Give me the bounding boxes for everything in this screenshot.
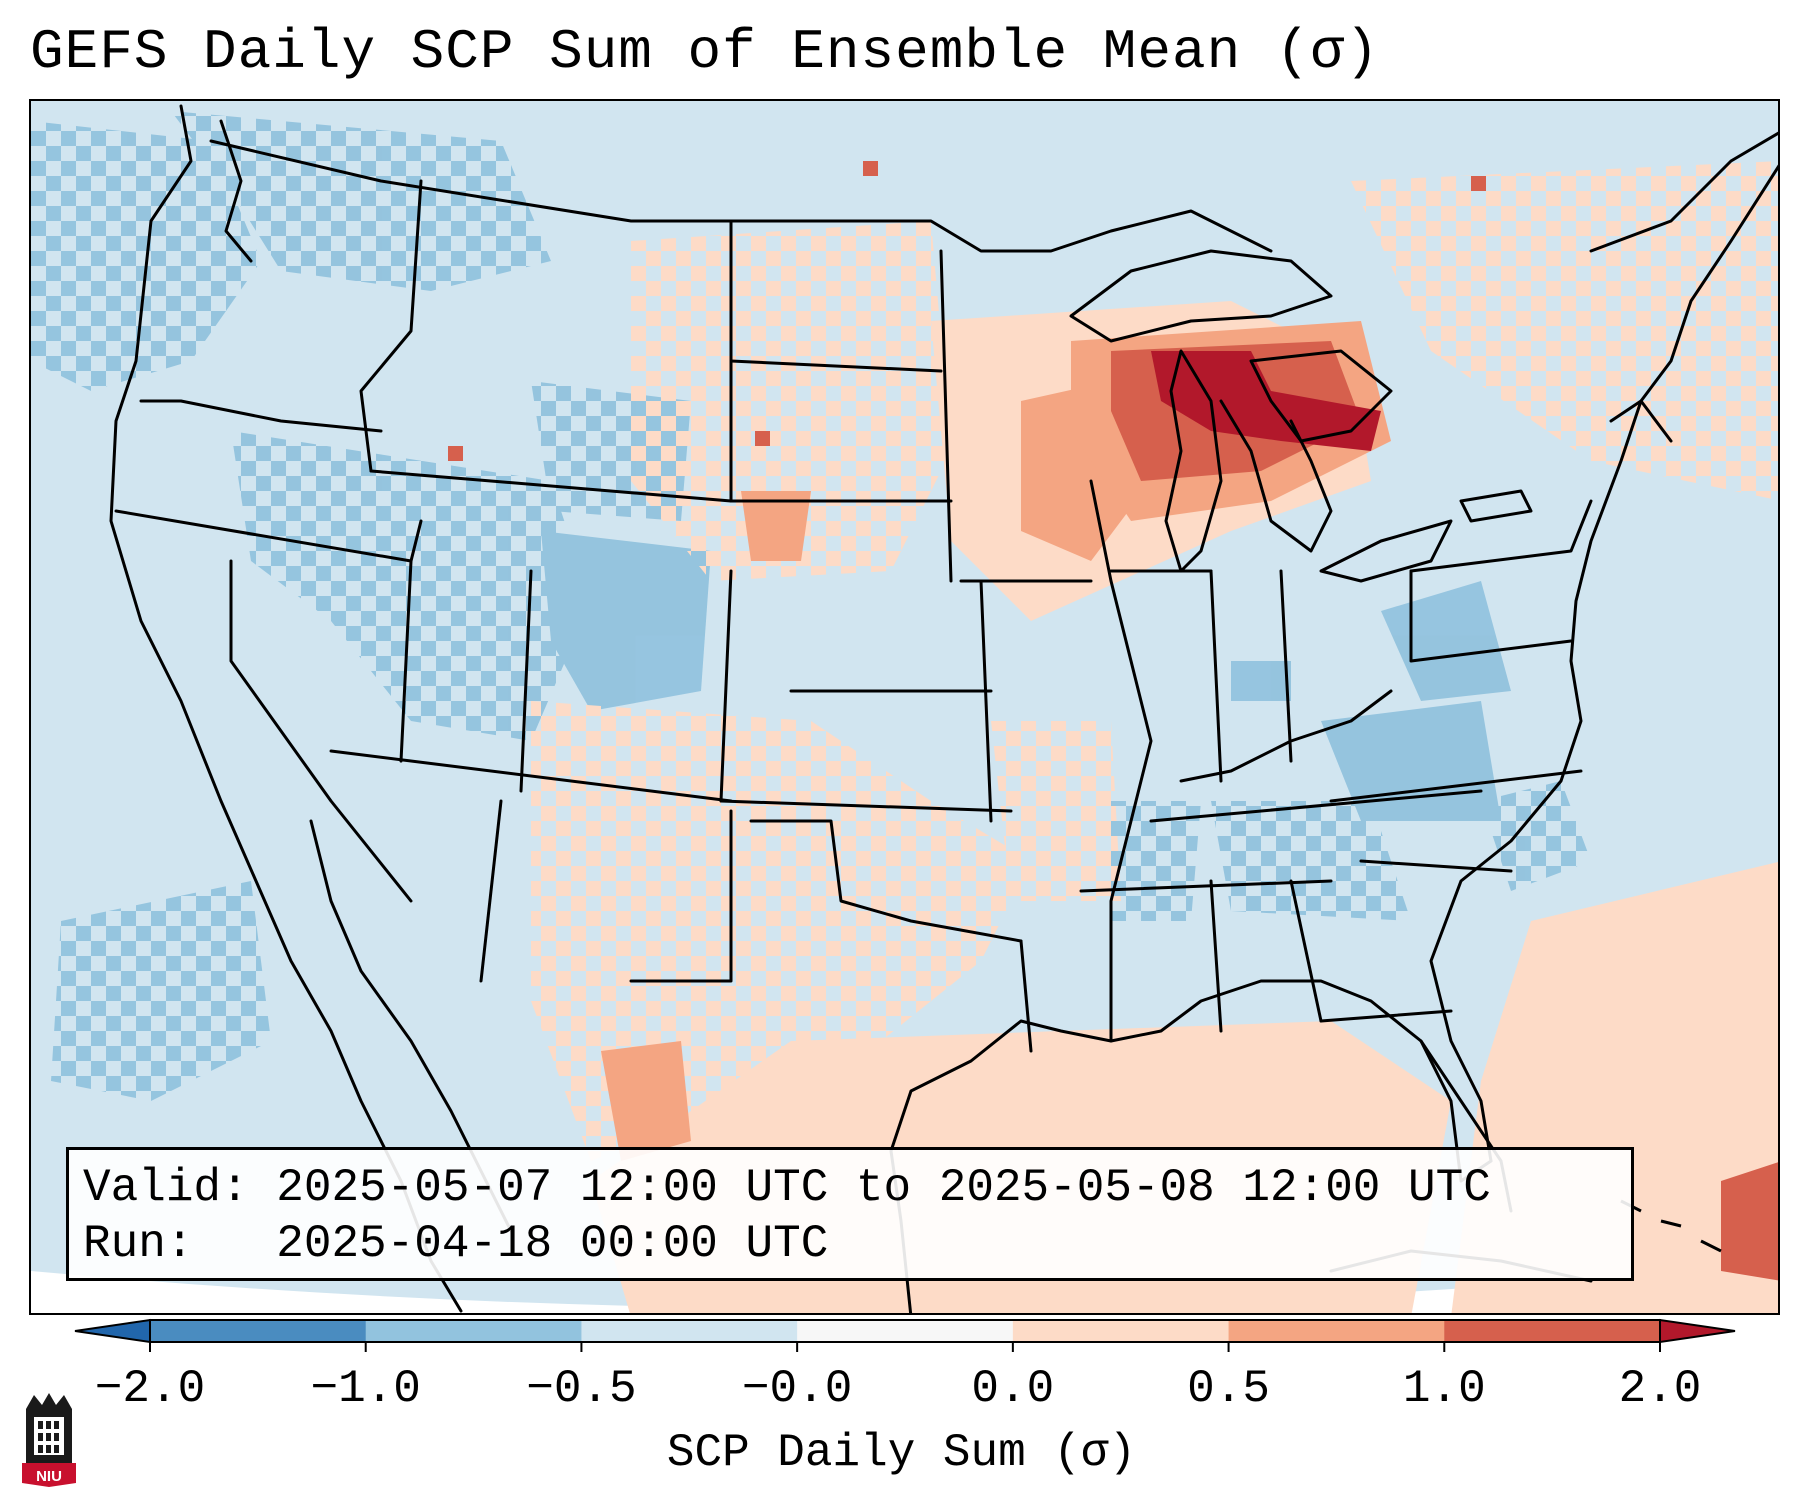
colorbar-low-extension <box>74 1318 151 1344</box>
valid-time-line: Valid: 2025-05-07 12:00 UTC to 2025-05-0… <box>83 1162 1491 1214</box>
state-line-ks-ok <box>719 799 1013 813</box>
anomaly-ontario-dot <box>1471 176 1486 191</box>
colorbar-segment <box>1012 1320 1230 1342</box>
anomaly-atlantic <box>1481 781 1591 891</box>
state-line-ohio-river <box>1179 689 1393 783</box>
state-line-ny <box>1409 499 1593 573</box>
anomaly-ontario <box>1351 161 1778 501</box>
colorbar-segments <box>150 1320 1661 1342</box>
us-canada-border <box>209 139 1273 253</box>
colorbar-tick-label: −1.0 <box>310 1363 421 1415</box>
state-line-ga-fl <box>1319 1009 1453 1023</box>
lake-erie <box>1319 519 1453 583</box>
lake-ontario <box>1459 489 1533 523</box>
anomaly-alabama <box>1111 801 1201 921</box>
map-canvas <box>31 101 1778 1313</box>
state-line-co-ks <box>719 569 733 803</box>
state-line-nv-ut <box>399 559 413 763</box>
anomaly-pacific-sw <box>51 881 271 1101</box>
anomaly-virginia <box>1381 581 1511 701</box>
anomaly-great-lakes-core <box>1151 351 1381 451</box>
anomaly-washington <box>171 111 551 291</box>
state-line-ut-co <box>519 569 533 793</box>
state-line-new-england <box>1609 399 1673 443</box>
colorbar-tick-label: −0.5 <box>526 1363 637 1415</box>
map-boundaries <box>109 104 1778 1313</box>
state-line-va-nc <box>1329 769 1583 803</box>
state-line-az-nm <box>479 799 503 983</box>
state-line-ks-mo <box>979 579 993 823</box>
anomaly-colorado <box>541 531 711 711</box>
anomaly-carolinas <box>1321 701 1501 821</box>
state-line-ms-river <box>1089 479 1153 1043</box>
anomaly-ohio-valley <box>1231 661 1291 701</box>
state-line-ca-nv <box>229 559 413 903</box>
colorbar-segment <box>797 1320 1014 1342</box>
colorbar-high-extension <box>1659 1318 1736 1344</box>
colorbar-segment <box>150 1320 367 1342</box>
state-line-ok-tx <box>749 819 1023 943</box>
colorbar-segment <box>365 1320 582 1342</box>
colorbar <box>74 1318 1736 1352</box>
state-line-ut-az <box>329 749 733 803</box>
colorbar-segment <box>1444 1320 1661 1342</box>
state-line-ms-al <box>1209 879 1223 1033</box>
colorbar-outline <box>149 1319 1661 1343</box>
state-line-wa-or <box>139 399 383 433</box>
lake-superior <box>1069 249 1333 343</box>
valid-time-box: Valid: 2025-05-07 12:00 UTC to 2025-05-0… <box>66 1147 1634 1281</box>
state-line-tn-al <box>1079 879 1333 893</box>
maritimes <box>1589 131 1778 253</box>
logo-banner <box>22 1463 76 1487</box>
state-line-il-in <box>1209 569 1223 783</box>
state-line-dakotas-mn <box>939 249 953 583</box>
colorbar-label: SCP Daily Sum (σ) <box>666 1427 1137 1479</box>
state-line-nm-tx <box>629 809 733 983</box>
colorbar-segment <box>581 1320 798 1342</box>
anomaly-kansas-dot <box>755 431 770 446</box>
state-line-mt-id <box>359 179 423 473</box>
niu-logo <box>22 1393 76 1487</box>
colorbar-tick-label: −0.0 <box>741 1363 853 1415</box>
state-line-nc-sc <box>1359 859 1513 873</box>
state-line-pa <box>1409 569 1573 663</box>
west-coast <box>109 104 463 1313</box>
colorbar-ticks <box>149 1342 1661 1352</box>
anomaly-nebraska <box>741 491 811 561</box>
colorbar-tick-label: 1.0 <box>1402 1363 1486 1415</box>
anomaly-gulf-strong <box>601 1041 691 1161</box>
run-time-line: Run: 2025-04-18 00:00 UTC <box>83 1218 829 1270</box>
state-line-mt-wy <box>369 469 733 503</box>
puget-sound <box>219 119 253 263</box>
colorbar-tick-label: 0.5 <box>1187 1363 1270 1415</box>
colorbar-tick-label: −2.0 <box>94 1363 206 1415</box>
colorbar-tick-label: 2.0 <box>1618 1363 1702 1415</box>
colorbar-tick-label: 0.0 <box>971 1363 1055 1415</box>
anomaly-southeast <box>1211 801 1411 921</box>
state-line-al-ga <box>1289 879 1323 1023</box>
state-line-nd-sd <box>729 359 943 373</box>
state-line-in-oh <box>1279 569 1293 763</box>
anomaly-utah-dot <box>448 446 463 461</box>
anomaly-northern-plains <box>631 221 951 581</box>
anomaly-arkansas <box>991 721 1121 901</box>
colorbar-segment <box>1228 1320 1445 1342</box>
lower-michigan <box>1219 399 1333 553</box>
logo-text: NIU <box>36 1468 62 1485</box>
east-coast <box>1429 164 1778 1163</box>
lake-huron <box>1249 349 1393 443</box>
page-title: GEFS Daily SCP Sum of Ensemble Mean (σ) <box>30 20 1380 84</box>
state-line-tx-la <box>1019 939 1033 1053</box>
gulf-coast <box>889 979 1493 1313</box>
state-line-ky-tn <box>1149 789 1483 823</box>
map-panel <box>29 99 1780 1315</box>
anomaly-caribbean <box>1721 1162 1778 1281</box>
anomaly-nd-dot <box>863 161 878 176</box>
